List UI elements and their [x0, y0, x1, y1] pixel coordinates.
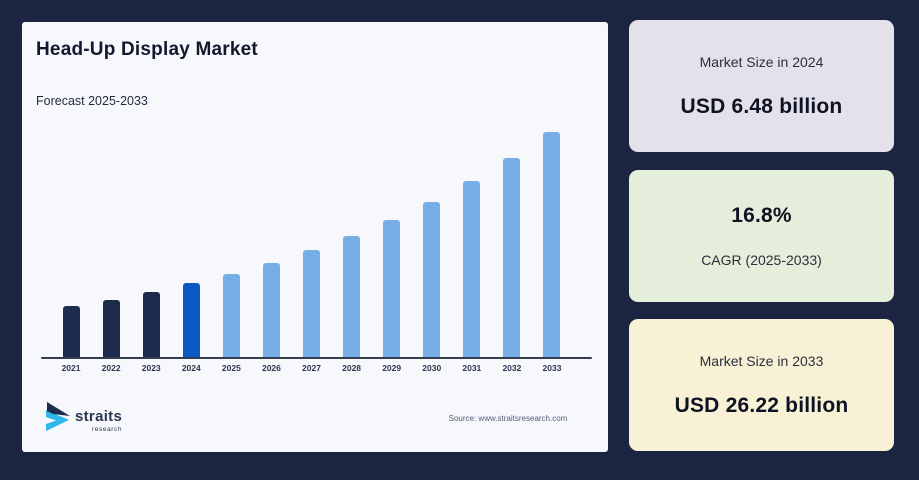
logo-text: straits research — [75, 409, 122, 433]
bar-2026 — [262, 263, 280, 357]
x-axis-label: 2023 — [141, 363, 161, 373]
chart-panel: Head-Up Display Market Forecast 2025-203… — [22, 22, 608, 452]
bar-2023 — [142, 292, 160, 357]
bar-column — [332, 132, 372, 357]
bar-column — [412, 132, 452, 357]
stat-card-label: Market Size in 2033 — [699, 353, 824, 369]
chart-title: Head-Up Display Market — [36, 39, 258, 60]
bar-column — [492, 132, 532, 357]
x-axis-label: 2030 — [422, 363, 442, 373]
x-axis-label: 2021 — [61, 363, 81, 373]
x-axis-label: 2033 — [542, 363, 562, 373]
straits-logo-icon — [46, 402, 70, 431]
x-axis-label: 2032 — [502, 363, 522, 373]
bar-chart — [51, 132, 572, 357]
source-attribution: Source: www.straitsresearch.com — [448, 414, 568, 423]
stat-card-label: Market Size in 2024 — [699, 54, 824, 70]
chart-subtitle: Forecast 2025-2033 — [36, 94, 148, 108]
bar-column — [251, 132, 291, 357]
bar-column — [532, 132, 572, 357]
bar-column — [171, 132, 211, 357]
bar-2032 — [503, 158, 521, 357]
x-axis-label: 2027 — [302, 363, 321, 373]
bar-column — [51, 132, 91, 357]
stat-card-cagr: 16.8% CAGR (2025-2033) — [629, 170, 894, 302]
stat-card-market-size-2033: Market Size in 2033 USD 26.22 billion — [629, 319, 894, 451]
x-axis-label: 2029 — [382, 363, 402, 373]
bar-2025 — [222, 274, 240, 357]
bar-2030 — [423, 202, 441, 357]
stat-card-value: USD 6.48 billion — [680, 95, 843, 118]
x-axis-label: 2028 — [342, 363, 362, 373]
straits-research-logo: straits research — [45, 402, 122, 433]
x-axis-labels: 2021 2022 2023 2024 2025 2026 2027 2028 2029 2030… — [51, 363, 572, 373]
logo-subtext: research — [92, 426, 123, 433]
bar-column — [452, 132, 492, 357]
bar-column — [91, 132, 131, 357]
bar-2027 — [303, 250, 320, 357]
bar-2033 — [543, 132, 561, 357]
x-axis-line — [41, 357, 592, 359]
bar-2029 — [383, 220, 401, 357]
stat-card-market-size-2024: Market Size in 2024 USD 6.48 billion — [629, 20, 894, 152]
x-axis-label: 2024 — [181, 363, 201, 373]
logo-name: straits — [75, 408, 123, 425]
bar-2021 — [62, 306, 80, 357]
stat-card-value: 16.8% — [731, 204, 792, 227]
bar-column — [131, 132, 171, 357]
bar-2028 — [343, 236, 361, 357]
x-axis-label: 2022 — [101, 363, 121, 373]
bar-2031 — [463, 181, 481, 357]
bar-2024 — [182, 283, 200, 357]
bar-column — [291, 132, 331, 357]
bar-column — [372, 132, 412, 357]
bar-2022 — [102, 300, 120, 357]
x-axis-label: 2025 — [221, 363, 241, 373]
x-axis-label: 2031 — [462, 363, 482, 373]
bar-column — [211, 132, 251, 357]
stat-card-value: USD 26.22 billion — [674, 394, 849, 417]
x-axis-label: 2026 — [261, 363, 281, 373]
stat-card-label: CAGR (2025-2033) — [701, 252, 822, 268]
